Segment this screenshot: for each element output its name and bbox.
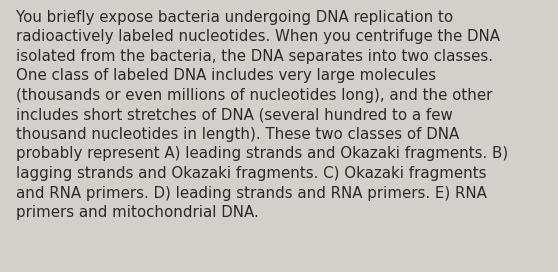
Text: You briefly expose bacteria undergoing DNA replication to
radioactively labeled : You briefly expose bacteria undergoing D… [16,10,508,220]
